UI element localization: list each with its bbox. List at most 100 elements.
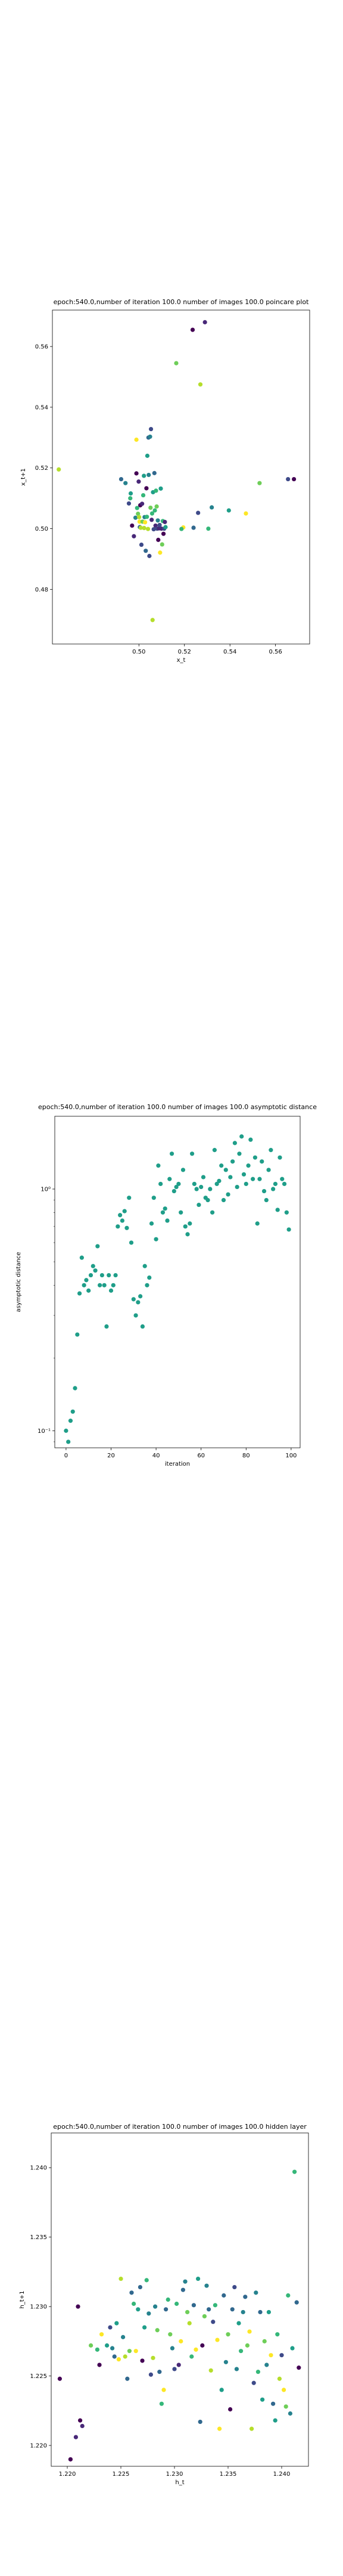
data-point	[145, 453, 150, 458]
data-point	[230, 2307, 235, 2312]
data-point	[155, 518, 160, 523]
data-point	[269, 1148, 273, 1153]
data-point	[282, 1181, 287, 1187]
data-point	[161, 531, 166, 536]
data-point	[66, 1439, 71, 1444]
data-point	[132, 2301, 136, 2306]
plot-frame	[51, 2132, 309, 2467]
data-point	[151, 2355, 155, 2360]
data-point	[271, 2401, 276, 2406]
data-point	[158, 550, 163, 555]
data-point	[204, 2283, 209, 2288]
data-point	[199, 1184, 204, 1190]
data-point	[226, 2332, 230, 2337]
chart-title: epoch:540.0,number of iteration 100.0 nu…	[38, 1103, 317, 1111]
chart-3: epoch:540.0,number of iteration 100.0 nu…	[19, 2123, 309, 2486]
data-point	[57, 2376, 62, 2381]
data-point	[241, 1172, 247, 1177]
data-point	[167, 1176, 172, 1181]
data-point	[208, 2368, 213, 2373]
data-point	[221, 1197, 226, 1203]
data-point	[150, 618, 155, 623]
data-point	[73, 2435, 78, 2439]
data-point	[154, 1237, 158, 1241]
x-tick-label: 1.235	[220, 2471, 237, 2478]
data-point	[165, 1218, 170, 1223]
data-point	[237, 1151, 242, 1156]
plot-frame	[52, 309, 310, 645]
y-tick-label: 0.54	[35, 404, 48, 411]
data-point	[176, 2363, 181, 2367]
data-point	[246, 1163, 251, 1168]
data-point	[183, 1224, 188, 1229]
data-point	[273, 1181, 278, 1187]
data-point	[191, 2303, 196, 2308]
data-point	[168, 2332, 173, 2337]
data-point	[140, 501, 145, 506]
y-tick-label: 10⁰	[40, 1187, 51, 1193]
data-point	[98, 1283, 102, 1287]
data-point	[180, 2287, 185, 2292]
data-point	[228, 2407, 233, 2412]
data-point	[210, 505, 214, 510]
data-point	[163, 519, 167, 524]
data-point	[77, 1291, 82, 1296]
data-point	[105, 2343, 110, 2348]
data-point	[95, 2347, 99, 2352]
x-axis-label: x_t	[177, 657, 186, 664]
data-point	[157, 2370, 162, 2374]
data-point	[292, 476, 297, 482]
data-point	[73, 1386, 77, 1391]
data-point	[176, 1181, 181, 1187]
data-point	[213, 2303, 217, 2308]
data-point	[264, 1197, 269, 1203]
data-point	[134, 437, 139, 442]
data-point	[219, 2388, 224, 2392]
data-point	[123, 481, 128, 485]
data-point	[201, 1175, 206, 1179]
data-point	[99, 1272, 104, 1278]
data-point	[232, 2284, 237, 2290]
data-point	[212, 1148, 217, 1153]
y-tick-label: 10⁻¹	[38, 1428, 51, 1435]
data-point	[226, 1192, 230, 1197]
data-point	[290, 2346, 295, 2351]
data-point	[280, 1176, 285, 1181]
data-point	[128, 491, 133, 496]
data-point	[208, 1187, 213, 1191]
data-point	[141, 493, 146, 498]
data-point	[251, 1176, 255, 1181]
data-point	[116, 1224, 120, 1229]
data-point	[160, 1210, 166, 1215]
data-point	[284, 1210, 289, 1215]
data-point	[148, 2372, 153, 2377]
data-point	[145, 527, 151, 531]
data-point	[149, 1221, 154, 1226]
data-point	[144, 549, 148, 553]
data-point	[248, 1137, 253, 1142]
data-point	[258, 2309, 263, 2315]
data-point	[142, 473, 146, 478]
data-point	[239, 2349, 244, 2354]
data-point	[76, 2304, 80, 2309]
data-point	[119, 476, 124, 482]
data-point	[188, 1221, 192, 1226]
data-point	[214, 1181, 219, 1187]
data-point	[127, 1196, 132, 1200]
data-point	[164, 2307, 169, 2312]
data-point	[130, 523, 135, 528]
data-point	[264, 2363, 269, 2367]
data-point	[70, 1409, 75, 1414]
data-point	[138, 1294, 143, 1299]
data-point	[133, 2349, 138, 2354]
data-point	[169, 1151, 174, 1156]
data-point	[196, 2276, 201, 2281]
data-point	[135, 506, 139, 510]
data-point	[140, 2358, 145, 2363]
data-point	[79, 1255, 84, 1260]
data-point	[192, 1181, 197, 1187]
data-point	[123, 2354, 127, 2359]
data-point	[219, 1163, 224, 1168]
data-point	[57, 467, 61, 472]
